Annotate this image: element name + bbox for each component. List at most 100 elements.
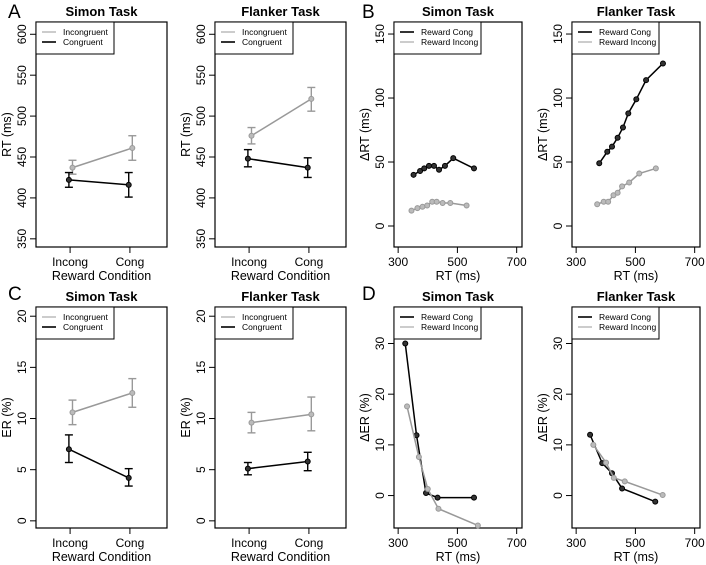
data-point: [408, 207, 415, 214]
x-tick-label: Incong: [52, 255, 88, 269]
y-tick-label: 0: [373, 492, 387, 499]
y-tick-label: 10: [551, 438, 565, 452]
series-line: [251, 98, 312, 137]
data-point: [447, 199, 454, 206]
data-point: [417, 167, 424, 174]
y-tick-label: 550: [194, 65, 208, 85]
panel-letter: C: [8, 284, 22, 305]
x-tick-label: 500: [447, 255, 467, 269]
series-line: [404, 343, 474, 499]
y-tick-label: 10: [373, 438, 387, 452]
y-tick-label: 0: [194, 517, 208, 524]
y-tick-label: 400: [15, 188, 29, 208]
series-reward-incong: [408, 198, 470, 214]
y-tick-label: 450: [15, 147, 29, 167]
x-tick-label: Cong: [116, 255, 145, 269]
panel-title: Simon Task: [65, 4, 138, 19]
y-tick-label: 100: [551, 88, 565, 108]
panel-5: Flanker Task 0 5 10 15 20 ER (%) Incong CongRewa…: [179, 289, 347, 564]
data-point: [248, 132, 255, 139]
y-tick-label: 350: [194, 228, 208, 248]
data-point: [619, 124, 626, 131]
legend-label: Reward Cong: [421, 312, 473, 322]
legend-box: [214, 21, 294, 55]
legend-box: [571, 21, 660, 55]
legend-box: [393, 306, 482, 340]
data-point: [619, 485, 626, 492]
data-point: [636, 170, 643, 177]
legend-box: [35, 306, 115, 340]
series-congruent: [243, 451, 312, 476]
series-reward-cong: [587, 431, 659, 505]
y-tick-label: 20: [373, 387, 387, 401]
y-tick-label: 20: [15, 309, 29, 323]
series-congruent: [64, 171, 133, 198]
series-line: [596, 167, 657, 205]
series-line: [251, 413, 312, 424]
y-tick-label: 50: [551, 155, 565, 169]
series-reward-cong: [402, 340, 477, 501]
data-point: [436, 166, 443, 173]
data-point: [414, 205, 421, 212]
y-tick-label: 550: [15, 65, 29, 85]
data-point: [434, 494, 441, 501]
legend-label: Reward Cong: [421, 27, 473, 37]
data-point: [244, 155, 251, 162]
panel-3: Flanker Task 0 50 100 150 ΔRT (ms) 300 500 700 RT…: [536, 4, 705, 283]
panel-title: Flanker Task: [597, 4, 676, 19]
data-point: [471, 165, 477, 172]
plot-box: [35, 306, 168, 529]
y-axis-label: ER (%): [179, 397, 193, 437]
legend-label: Incongruent: [242, 27, 288, 37]
data-point: [435, 505, 442, 512]
series-incongruent: [68, 135, 137, 175]
data-point: [659, 492, 666, 499]
data-point: [474, 522, 481, 529]
series-line: [406, 406, 479, 527]
x-axis-label: Reward Condition: [52, 550, 151, 564]
data-point: [633, 96, 640, 103]
plot-box: [214, 306, 347, 529]
legend-label: Congruent: [63, 322, 103, 332]
data-point: [590, 441, 597, 448]
y-tick-label: 10: [15, 412, 29, 426]
series-congruent: [64, 434, 133, 487]
data-point: [69, 164, 76, 171]
data-point: [433, 198, 440, 205]
panel-title: Flanker Task: [597, 289, 676, 304]
x-tick-label: 300: [566, 255, 586, 269]
x-axis-label: Reward Condition: [231, 269, 330, 283]
y-tick-label: 0: [15, 517, 29, 524]
plot-box: [571, 21, 701, 248]
legend-label: Reward Cong: [599, 312, 651, 322]
legend-label: Congruent: [242, 37, 282, 47]
data-point: [471, 494, 477, 501]
panel-4: C Simon Task 0 5 10 15 20 ER (%) Incong CongRewar…: [0, 284, 168, 564]
panel-title: Simon Task: [422, 289, 495, 304]
data-point: [125, 474, 132, 481]
data-point: [404, 403, 411, 410]
y-tick-label: 15: [194, 360, 208, 374]
series-line: [72, 392, 133, 414]
y-tick-label: 0: [551, 492, 565, 499]
data-point: [594, 201, 601, 208]
x-tick-label: Incong: [52, 536, 88, 550]
y-tick-label: 500: [194, 106, 208, 126]
data-point: [304, 164, 311, 171]
y-axis-label: ΔER (%): [358, 393, 372, 442]
x-tick-label: 700: [685, 255, 705, 269]
data-point: [614, 189, 621, 196]
legend-label: Congruent: [242, 322, 282, 332]
y-axis-label: ΔER (%): [536, 393, 550, 442]
series-reward-cong: [596, 60, 666, 167]
data-point: [619, 183, 626, 190]
data-point: [421, 165, 428, 172]
data-point: [626, 179, 633, 186]
x-tick-label: Cong: [116, 536, 145, 550]
y-tick-label: 350: [15, 228, 29, 248]
x-tick-label: Cong: [295, 255, 324, 269]
series-line: [589, 434, 656, 503]
series-incongruent: [247, 86, 316, 145]
